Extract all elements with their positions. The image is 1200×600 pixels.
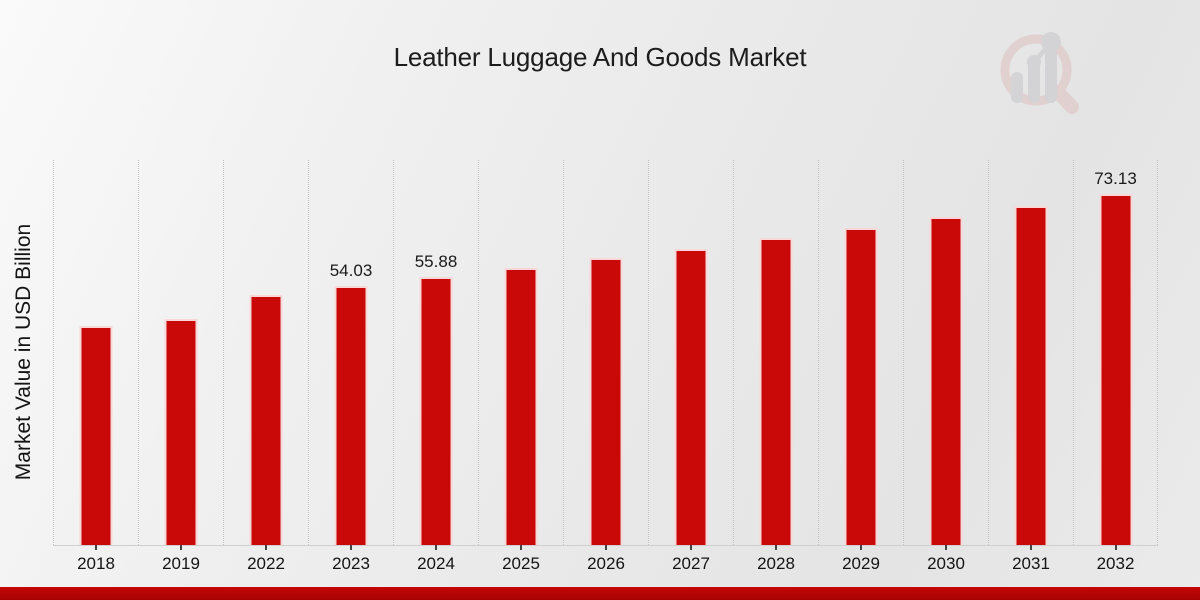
bar-2027 (674, 249, 708, 545)
category-column-2023: 54.03 2023 (308, 160, 393, 573)
bar-2026 (589, 258, 623, 545)
x-tick-label-2022: 2022 (247, 554, 285, 573)
bar-value-label-2024: 55.88 (414, 252, 458, 271)
x-axis-tick (690, 545, 692, 550)
bar-value-label-2032: 73.13 (1094, 169, 1137, 188)
x-tick-label-2018: 2018 (77, 554, 115, 573)
x-axis-tick (605, 545, 607, 550)
category-column-2029: 2029 (818, 160, 903, 573)
bar-2029 (844, 228, 878, 545)
bar-2030 (929, 217, 963, 545)
bar-2025 (504, 268, 538, 545)
bottom-accent-strip (0, 587, 1200, 600)
bar-2032 (1099, 194, 1132, 545)
category-column-2024: 55.88 2024 (393, 160, 478, 573)
bar-2019 (164, 319, 198, 545)
x-axis-tick (180, 545, 182, 550)
x-axis-tick (775, 545, 777, 550)
y-axis-label: Market Value in USD Billion (12, 223, 35, 481)
bar-value-label-2023: 54.03 (329, 261, 373, 280)
category-column-2025: 2025 (478, 160, 563, 573)
x-tick-label-2019: 2019 (162, 554, 200, 573)
bar-2031 (1014, 206, 1048, 545)
category-column-2031: 2031 (988, 160, 1073, 573)
x-tick-label-2032: 2032 (1096, 554, 1135, 573)
x-tick-label-2028: 2028 (757, 554, 795, 573)
x-tick-label-2027: 2027 (672, 554, 710, 573)
x-tick-label-2024: 2024 (417, 554, 455, 573)
x-axis-tick (1030, 545, 1032, 550)
bar-2024 (419, 277, 453, 545)
category-column-2019: 2019 (138, 160, 223, 573)
bar-2023 (334, 286, 368, 545)
x-axis-tick (860, 545, 862, 550)
x-axis-tick (520, 545, 522, 550)
x-tick-label-2023: 2023 (332, 554, 370, 573)
x-axis-tick (435, 545, 437, 550)
chart-title: Leather Luggage And Goods Market (393, 42, 807, 72)
x-tick-label-2031: 2031 (1012, 554, 1050, 573)
bar-2028 (759, 238, 793, 545)
x-axis-tick (945, 545, 947, 550)
category-column-2032: 73.13 2032 (1073, 160, 1158, 573)
x-tick-label-2030: 2030 (927, 554, 965, 573)
category-column-2027: 2027 (648, 160, 733, 573)
x-tick-label-2026: 2026 (587, 554, 625, 573)
x-tick-label-2025: 2025 (502, 554, 540, 573)
watermark-logo-icon (1000, 32, 1079, 114)
x-axis-tick (1114, 545, 1117, 550)
category-column-2030: 2030 (903, 160, 988, 573)
x-tick-label-2029: 2029 (842, 554, 880, 573)
x-axis-tick (95, 545, 97, 550)
category-column-2026: 2026 (563, 160, 648, 573)
bar-2022 (249, 295, 283, 545)
category-column-2028: 2028 (733, 160, 818, 573)
plot-area: 2018 2019 2022 54.03 2023 55.88 2024 2025 2026 20… (53, 160, 1158, 573)
x-axis-tick (350, 545, 352, 550)
x-axis-tick (265, 545, 267, 550)
category-column-2022: 2022 (223, 160, 308, 573)
bar-2018 (79, 326, 113, 545)
category-column-2018: 2018 (53, 160, 138, 573)
